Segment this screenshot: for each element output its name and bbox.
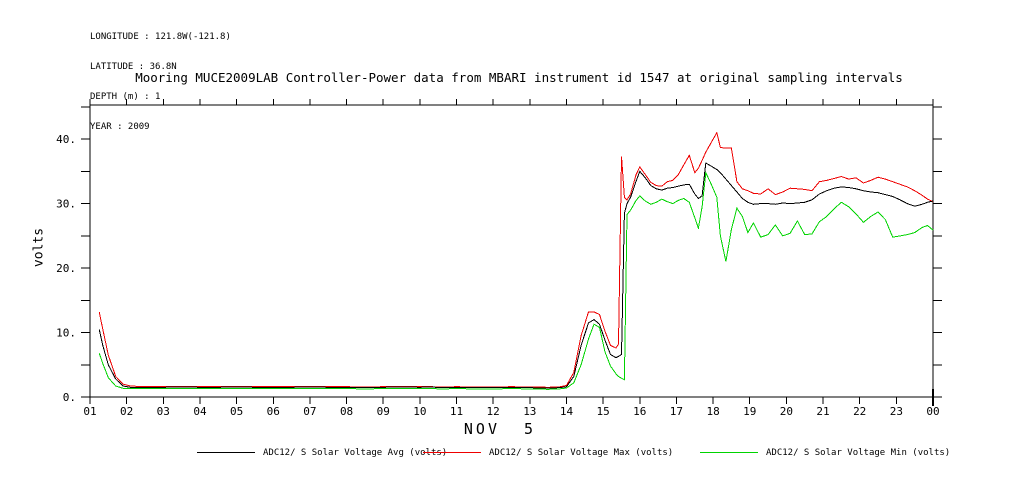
- x-tick-label: 13: [523, 405, 536, 418]
- x-tick-label: 09: [377, 405, 390, 418]
- legend-label-max: ADC12/ S Solar Voltage Max (volts): [489, 447, 674, 458]
- axes-frame: [89, 104, 934, 398]
- series-min-line: [98, 170, 934, 390]
- metadata-block: LONGITUDE : 121.8W(-121.8) LATITUDE : 36…: [90, 12, 231, 152]
- x-tick-label: 16: [633, 405, 646, 418]
- x-tick-label: 23: [890, 405, 903, 418]
- x-tick-label: 00: [926, 405, 939, 418]
- x-tick-label: 04: [193, 405, 207, 418]
- x-tick-label: 01: [83, 405, 96, 418]
- series-max-line: [98, 131, 934, 388]
- legend-item-avg: ADC12/ S Solar Voltage Avg (volts): [197, 446, 447, 459]
- legend-label-avg: ADC12/ S Solar Voltage Avg (volts): [263, 447, 448, 458]
- legend-line-max: [423, 452, 481, 453]
- legend-label-min: ADC12/ S Solar Voltage Min (volts): [766, 447, 951, 458]
- series-avg-line: [98, 162, 934, 389]
- x-tick-label: 05: [230, 405, 243, 418]
- y-tick-label: 30.: [56, 198, 76, 211]
- x-tick-label: 07: [303, 405, 316, 418]
- x-tick-label: 03: [157, 405, 170, 418]
- y-tick-label: 0.: [63, 391, 76, 404]
- metadata-latitude: LATITUDE : 36.8N: [90, 62, 177, 72]
- x-tick-label: 17: [670, 405, 683, 418]
- x-tick-label: 18: [706, 405, 719, 418]
- legend-item-min: ADC12/ S Solar Voltage Min (volts): [700, 446, 950, 459]
- x-tick-label: 20: [780, 405, 793, 418]
- y-tick-label: 10.: [56, 327, 76, 340]
- legend-line-min: [700, 452, 758, 453]
- x-tick-label: 11: [450, 405, 463, 418]
- y-tick-label: 40.: [56, 133, 76, 146]
- metadata-year: YEAR : 2009: [90, 122, 150, 132]
- x-tick-label: 08: [340, 405, 353, 418]
- x-axis-label: NOV 5: [463, 420, 537, 438]
- legend-item-max: ADC12/ S Solar Voltage Max (volts): [423, 446, 673, 459]
- x-tick-label: 22: [853, 405, 866, 418]
- x-tick-label: 02: [120, 405, 133, 418]
- legend-line-avg: [197, 452, 255, 453]
- y-tick-label: 20.: [56, 262, 76, 275]
- x-tick-label: 14: [560, 405, 574, 418]
- x-tick-label: 15: [597, 405, 610, 418]
- metadata-depth: DEPTH (m) : 1: [90, 92, 161, 102]
- x-tick-label: 21: [816, 405, 829, 418]
- metadata-longitude: LONGITUDE : 121.8W(-121.8): [90, 32, 231, 42]
- x-tick-label: 19: [743, 405, 756, 418]
- x-tick-label: 12: [487, 405, 500, 418]
- chart-title: Mooring MUCE2009LAB Controller-Power dat…: [135, 70, 903, 85]
- x-tick-label: 10: [413, 405, 426, 418]
- x-tick-label: 06: [267, 405, 280, 418]
